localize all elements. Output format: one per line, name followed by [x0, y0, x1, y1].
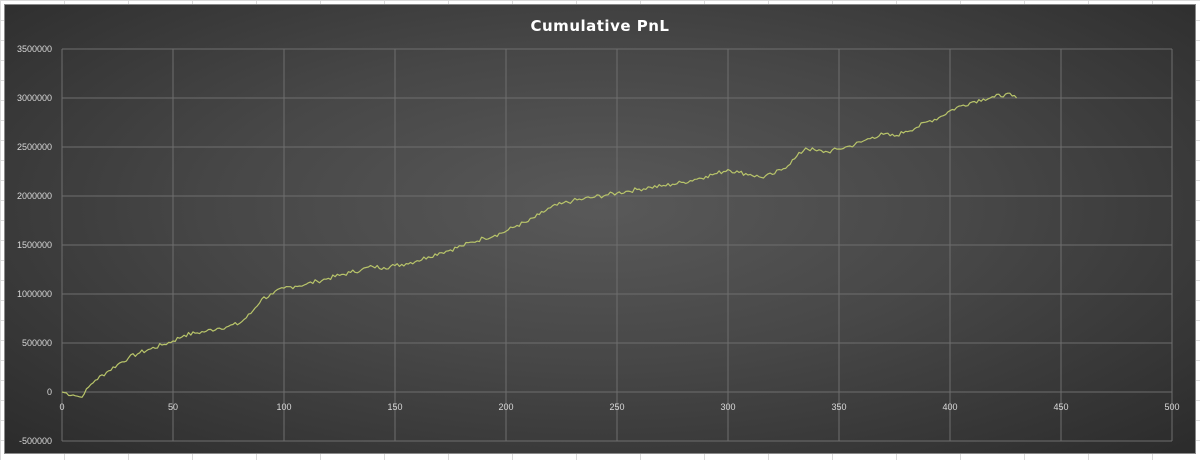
y-tick-label: 3000000 — [17, 93, 52, 103]
y-tick-label: 2500000 — [17, 142, 52, 152]
y-tick-label: 1000000 — [17, 289, 52, 299]
y-tick-label: -500000 — [19, 436, 52, 446]
x-tick-label: 0 — [59, 402, 64, 412]
x-tick-label: 300 — [720, 402, 735, 412]
x-tick-label: 250 — [609, 402, 624, 412]
x-tick-label: 450 — [1053, 402, 1068, 412]
chart-area[interactable]: Cumulative PnL — [4, 4, 1196, 454]
chart-title: Cumulative PnL — [530, 17, 670, 35]
y-tick-label: 1500000 — [17, 240, 52, 250]
x-tick-label: 150 — [387, 402, 402, 412]
x-tick-label: 400 — [942, 402, 957, 412]
y-tick-label: 3500000 — [17, 44, 52, 54]
y-tick-label: 500000 — [22, 338, 52, 348]
y-tick-label: 0 — [47, 387, 52, 397]
x-tick-label: 200 — [498, 402, 513, 412]
x-tick-label: 100 — [276, 402, 291, 412]
x-tick-label: 500 — [1164, 402, 1179, 412]
y-tick-label: 2000000 — [17, 191, 52, 201]
x-tick-label: 350 — [831, 402, 846, 412]
pnl-series-line — [61, 92, 1018, 398]
x-tick-label: 50 — [168, 402, 178, 412]
